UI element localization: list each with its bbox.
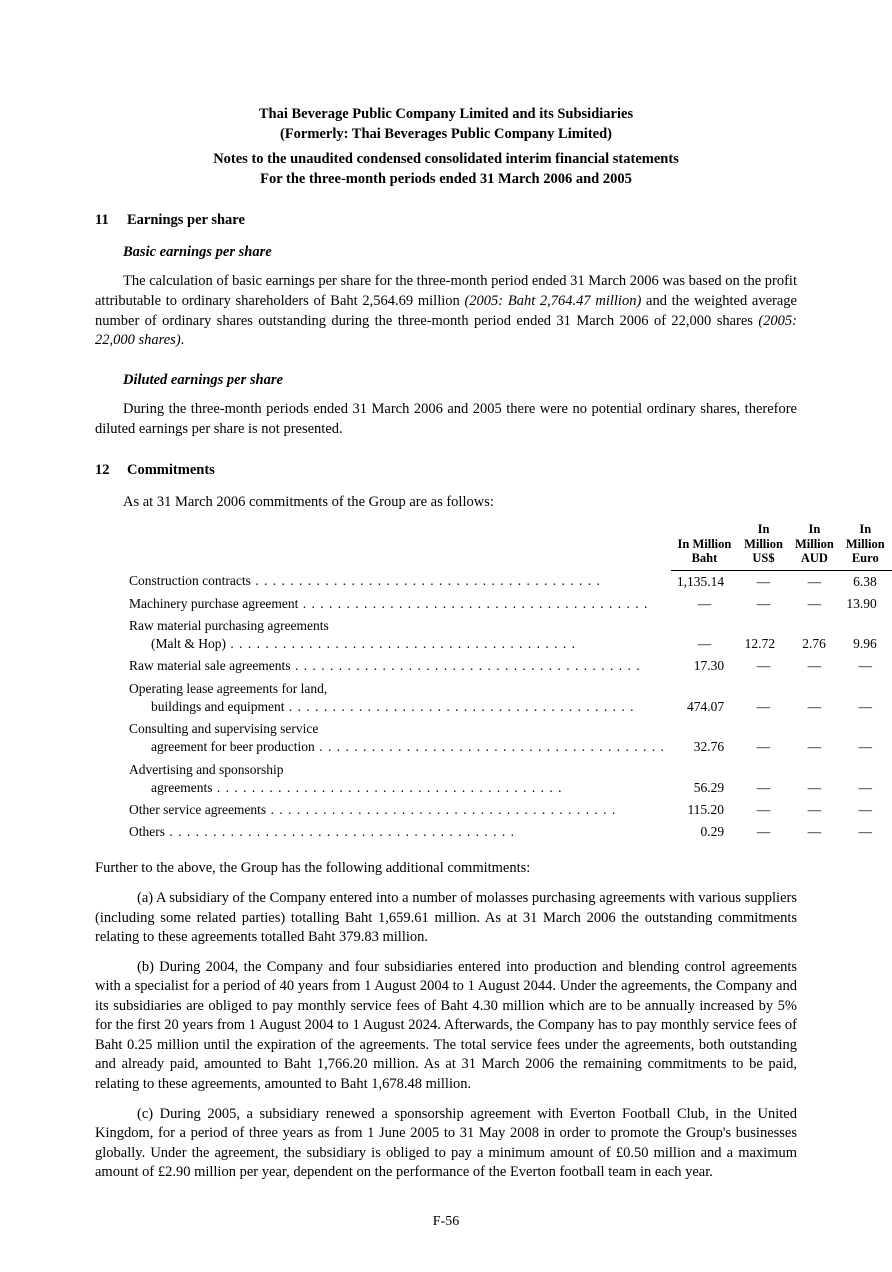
row-value-aud: — bbox=[789, 759, 840, 799]
section-11-title: Earnings per share bbox=[127, 212, 245, 228]
row-value-baht: 32.76 bbox=[671, 718, 738, 758]
row-label: Raw material purchasing agreements(Malt … bbox=[123, 615, 671, 655]
table-row: Consulting and supervising serviceagreem… bbox=[123, 718, 892, 758]
row-label: Operating lease agreements for land,buil… bbox=[123, 678, 671, 718]
row-value-aud: — bbox=[789, 799, 840, 821]
row-value-baht: 474.07 bbox=[671, 678, 738, 718]
row-value-euro: — bbox=[840, 799, 891, 821]
commitments-table-body: Construction contracts1,135.14——6.38—Mac… bbox=[123, 570, 892, 843]
page-number: F-56 bbox=[95, 1213, 797, 1232]
row-value-usd: — bbox=[738, 821, 789, 843]
table-row: Construction contracts1,135.14——6.38— bbox=[123, 570, 892, 593]
diluted-eps-paragraph: During the three-month periods ended 31 … bbox=[95, 400, 797, 439]
col-header-aud: In Million AUD bbox=[789, 520, 840, 570]
row-value-aud: — bbox=[789, 678, 840, 718]
row-value-aud: 2.76 bbox=[789, 615, 840, 655]
row-value-aud: — bbox=[789, 821, 840, 843]
row-value-aud: — bbox=[789, 593, 840, 615]
row-value-euro: — bbox=[840, 821, 891, 843]
row-label: Machinery purchase agreement bbox=[123, 593, 671, 615]
row-value-aud: — bbox=[789, 655, 840, 677]
row-value-baht: 0.29 bbox=[671, 821, 738, 843]
col-header-euro: In Million Euro bbox=[840, 520, 891, 570]
row-label: Construction contracts bbox=[123, 570, 671, 593]
diluted-eps-heading: Diluted earnings per share bbox=[123, 371, 797, 391]
diluted-eps-text: During the three-month periods ended 31 … bbox=[95, 401, 797, 437]
commitments-table: In Million Baht In Million US$ In Millio… bbox=[123, 520, 892, 843]
row-label: Consulting and supervising serviceagreem… bbox=[123, 718, 671, 758]
table-header-row: In Million Baht In Million US$ In Millio… bbox=[123, 520, 892, 570]
report-title-1: Notes to the unaudited condensed consoli… bbox=[95, 150, 797, 170]
row-value-euro: 6.38 bbox=[840, 570, 891, 593]
row-value-euro: — bbox=[840, 718, 891, 758]
section-12-title: Commitments bbox=[127, 462, 215, 478]
col-header-baht: In Million Baht bbox=[671, 520, 738, 570]
item-c-text: (c) During 2005, a subsidiary renewed a … bbox=[95, 1106, 797, 1181]
row-value-usd: 12.72 bbox=[738, 615, 789, 655]
basic-eps-paragraph: The calculation of basic earnings per sh… bbox=[95, 272, 797, 350]
row-value-euro: — bbox=[840, 655, 891, 677]
table-row: Operating lease agreements for land,buil… bbox=[123, 678, 892, 718]
row-value-usd: — bbox=[738, 799, 789, 821]
basic-eps-italic-1: (2005: Baht 2,764.47 million) bbox=[464, 293, 641, 309]
row-value-euro: — bbox=[840, 759, 891, 799]
after-table-paragraph: Further to the above, the Group has the … bbox=[95, 859, 797, 879]
row-value-baht: — bbox=[671, 615, 738, 655]
page-container: Thai Beverage Public Company Limited and… bbox=[0, 0, 892, 1272]
row-value-euro: — bbox=[840, 678, 891, 718]
row-label: Other service agreements bbox=[123, 799, 671, 821]
report-title-2: For the three-month periods ended 31 Mar… bbox=[95, 170, 797, 190]
section-11-number: 11 bbox=[95, 211, 127, 231]
commitment-item-a: (a) A subsidiary of the Company entered … bbox=[95, 889, 797, 948]
commitments-table-head: In Million Baht In Million US$ In Millio… bbox=[123, 520, 892, 570]
table-row: Raw material sale agreements17.30———— bbox=[123, 655, 892, 677]
row-value-baht: 1,135.14 bbox=[671, 570, 738, 593]
row-value-usd: — bbox=[738, 570, 789, 593]
col-header-usd: In Million US$ bbox=[738, 520, 789, 570]
company-title-2: (Formerly: Thai Beverages Public Company… bbox=[95, 125, 797, 145]
table-row: Machinery purchase agreement———13.90— bbox=[123, 593, 892, 615]
item-b-text: (b) During 2004, the Company and four su… bbox=[95, 959, 797, 1092]
table-row: Advertising and sponsorshipagreements56.… bbox=[123, 759, 892, 799]
company-title-1: Thai Beverage Public Company Limited and… bbox=[95, 105, 797, 125]
col-header-label bbox=[123, 520, 671, 570]
basic-eps-end: . bbox=[181, 332, 185, 348]
row-label: Others bbox=[123, 821, 671, 843]
basic-eps-heading: Basic earnings per share bbox=[123, 243, 797, 263]
row-value-usd: — bbox=[738, 678, 789, 718]
commitments-intro: As at 31 March 2006 commitments of the G… bbox=[123, 493, 797, 513]
row-label: Advertising and sponsorshipagreements bbox=[123, 759, 671, 799]
row-value-usd: — bbox=[738, 655, 789, 677]
section-12-number: 12 bbox=[95, 461, 127, 481]
commitment-item-b: (b) During 2004, the Company and four su… bbox=[95, 958, 797, 1095]
section-11-heading: 11Earnings per share bbox=[95, 211, 797, 231]
row-value-usd: — bbox=[738, 593, 789, 615]
section-12-heading: 12Commitments bbox=[95, 461, 797, 481]
item-a-text: (a) A subsidiary of the Company entered … bbox=[95, 890, 797, 945]
row-value-usd: — bbox=[738, 718, 789, 758]
row-label: Raw material sale agreements bbox=[123, 655, 671, 677]
row-value-baht: 56.29 bbox=[671, 759, 738, 799]
commitment-item-c: (c) During 2005, a subsidiary renewed a … bbox=[95, 1105, 797, 1183]
row-value-baht: 17.30 bbox=[671, 655, 738, 677]
row-value-aud: — bbox=[789, 570, 840, 593]
row-value-usd: — bbox=[738, 759, 789, 799]
table-row: Other service agreements115.20———— bbox=[123, 799, 892, 821]
row-value-baht: 115.20 bbox=[671, 799, 738, 821]
table-row: Others0.29———— bbox=[123, 821, 892, 843]
document-header: Thai Beverage Public Company Limited and… bbox=[95, 105, 797, 189]
row-value-euro: 13.90 bbox=[840, 593, 891, 615]
table-row: Raw material purchasing agreements(Malt … bbox=[123, 615, 892, 655]
row-value-aud: — bbox=[789, 718, 840, 758]
row-value-euro: 9.96 bbox=[840, 615, 891, 655]
row-value-baht: — bbox=[671, 593, 738, 615]
